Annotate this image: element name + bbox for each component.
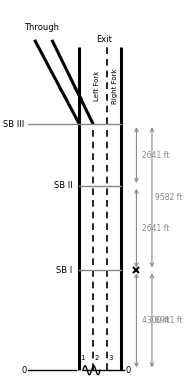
Text: Left Fork: Left Fork: [94, 71, 100, 101]
Text: SB III: SB III: [3, 120, 24, 129]
Text: 0: 0: [22, 366, 27, 375]
Text: Through: Through: [24, 23, 59, 32]
Text: 2: 2: [94, 354, 99, 361]
Text: 9582 ft: 9582 ft: [155, 193, 183, 202]
Text: 1: 1: [81, 354, 85, 361]
Text: 4300 ft: 4300 ft: [142, 316, 169, 325]
Text: 6941 ft: 6941 ft: [155, 316, 183, 325]
Text: SB II: SB II: [54, 182, 73, 190]
Text: 0: 0: [125, 366, 130, 375]
Text: 3: 3: [108, 354, 113, 361]
Text: Right Fork: Right Fork: [112, 68, 118, 104]
Text: SB I: SB I: [56, 266, 73, 275]
Text: 2641 ft: 2641 ft: [142, 151, 169, 159]
Text: 2641 ft: 2641 ft: [142, 224, 169, 233]
Text: Exit: Exit: [96, 35, 112, 44]
